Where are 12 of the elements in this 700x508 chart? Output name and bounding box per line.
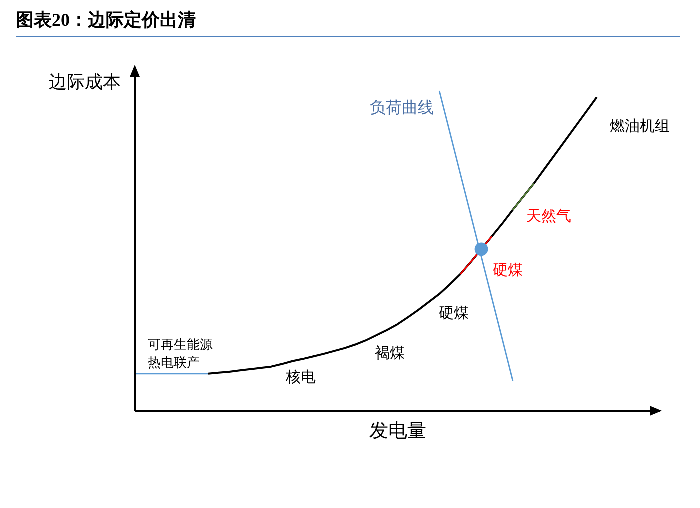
- annotation: 负荷曲线: [370, 99, 434, 117]
- annotation: 硬煤: [493, 262, 523, 279]
- annotation: 热电联产: [148, 355, 200, 370]
- annotation: 天然气: [526, 208, 572, 225]
- annotation: 硬煤: [439, 305, 469, 322]
- annotation: 燃油机组: [610, 118, 670, 135]
- y-axis-title: 边际成本: [49, 72, 121, 92]
- annotation: 可再生能源: [148, 337, 213, 352]
- chart-title: 图表20：边际定价出清: [16, 9, 196, 32]
- x-axis-title: 发电量: [370, 421, 426, 442]
- annotation: 褐煤: [375, 345, 405, 362]
- annotation: 核电: [285, 369, 316, 386]
